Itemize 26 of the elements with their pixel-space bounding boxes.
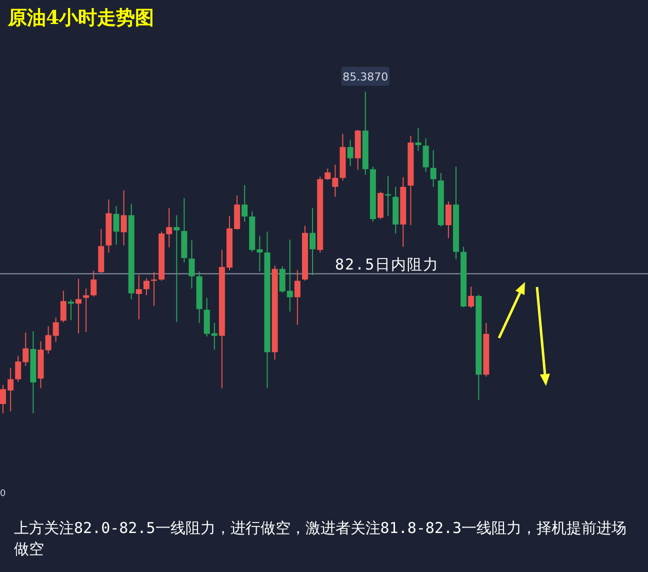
candlestick bbox=[120, 190, 127, 246]
candlestick bbox=[415, 128, 422, 152]
candlestick bbox=[60, 290, 66, 323]
candlestick bbox=[294, 270, 300, 326]
text: 上方关注82.0-82.5一线阻力，进行做空，激进者关注81.8-82.3一线阻力，择机提前进场做空 bbox=[14, 518, 628, 560]
candlestick bbox=[174, 214, 180, 322]
candlestick bbox=[83, 288, 90, 332]
candlestick bbox=[430, 150, 436, 188]
text: 85.3870 bbox=[342, 70, 388, 84]
candlestick bbox=[445, 200, 452, 239]
ref-line-label: 82.5日内阻力 bbox=[335, 256, 440, 274]
candlestick bbox=[310, 208, 316, 276]
candlestick bbox=[188, 240, 195, 290]
candlestick bbox=[143, 278, 150, 296]
chart-title: 原油4小时走势图 bbox=[7, 7, 154, 29]
candlestick bbox=[90, 270, 97, 298]
candlestick bbox=[151, 272, 157, 306]
candlestick bbox=[136, 274, 142, 320]
candlestick bbox=[242, 184, 248, 222]
text: 0 bbox=[0, 489, 6, 499]
candlestick bbox=[76, 278, 82, 334]
candlestick bbox=[113, 206, 120, 246]
candlestick bbox=[468, 286, 474, 308]
candlestick bbox=[422, 138, 429, 172]
candlestick bbox=[68, 299, 74, 321]
candlestick bbox=[347, 139, 354, 166]
